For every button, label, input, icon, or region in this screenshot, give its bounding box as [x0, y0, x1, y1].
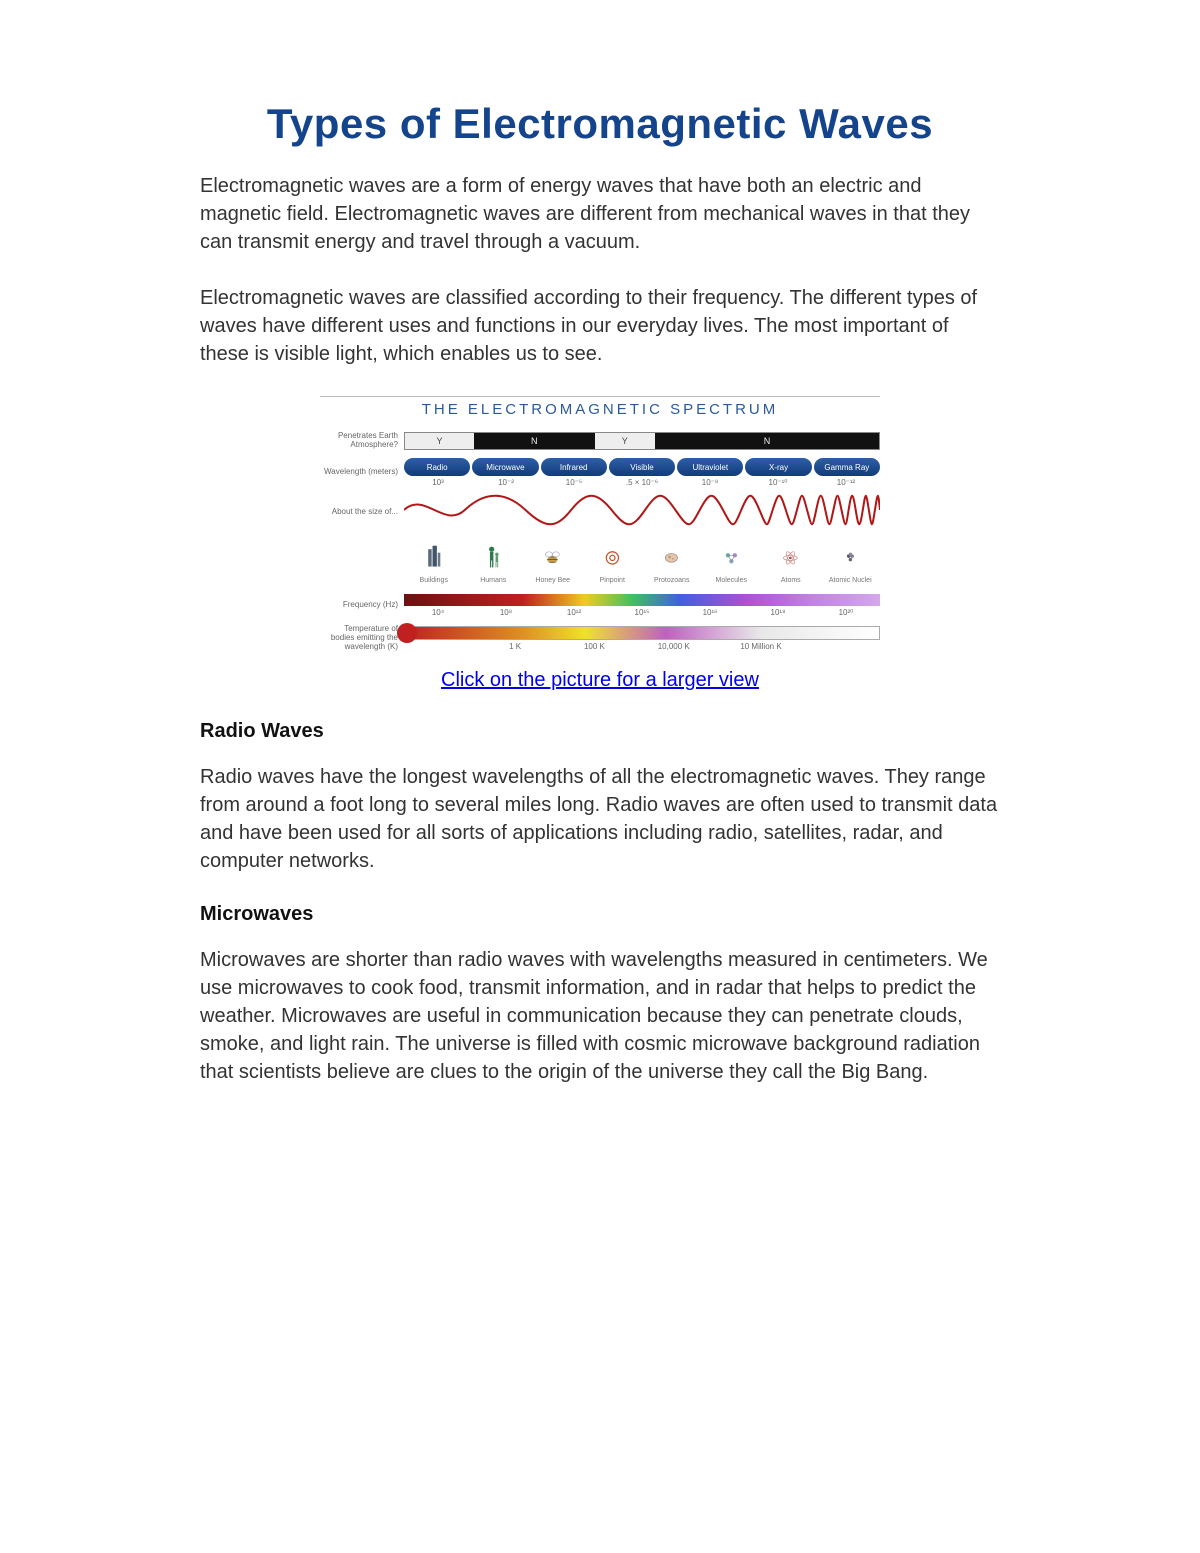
temperature-values: 1 K 100 K 10,000 K 10 Million K: [404, 642, 880, 651]
document-page: Types of Electromagnetic Waves Electroma…: [100, 0, 1100, 1194]
band-pill: X-ray: [745, 458, 811, 476]
spectrum-title: THE ELECTROMAGNETIC SPECTRUM: [320, 396, 880, 418]
wave-row: About the size of...: [320, 493, 880, 532]
penetrates-bar: Y N Y N: [404, 432, 880, 450]
wavelength-value: 10³: [404, 478, 472, 487]
frequency-value: 10¹²: [540, 608, 608, 617]
microwaves-text: Microwaves are shorter than radio waves …: [200, 946, 1000, 1086]
wave-icon: [404, 493, 880, 527]
band-pills: Radio Microwave Infrared Visible Ultravi…: [404, 458, 880, 476]
band-pill: Infrared: [541, 458, 607, 476]
frequency-value: 10⁴: [404, 608, 472, 617]
penetrates-seg: Y: [595, 433, 655, 449]
spectrum-diagram: THE ELECTROMAGNETIC SPECTRUM Penetrates …: [320, 396, 880, 651]
radio-heading: Radio Waves: [200, 720, 1000, 743]
page-title: Types of Electromagnetic Waves: [200, 100, 1000, 148]
frequency-value: 10¹⁶: [676, 608, 744, 617]
penetrates-seg: Y: [405, 433, 474, 449]
wavelength-value: 10⁻¹⁰: [744, 478, 812, 487]
wavelength-row: Wavelength (meters) Radio Microwave Infr…: [320, 458, 880, 487]
bee-icon: Honey Bee: [523, 544, 583, 584]
temperature-value: 10,000 K: [634, 642, 713, 651]
frequency-value: 10¹⁸: [744, 608, 812, 617]
penetrates-row: Penetrates Earth Atmosphere? Y N Y N: [320, 432, 880, 450]
about-size-label: About the size of...: [320, 508, 404, 517]
molecule-icon: Molecules: [702, 544, 762, 584]
frequency-value: 10⁸: [472, 608, 540, 617]
band-pill: Microwave: [472, 458, 538, 476]
enlarge-figure-link[interactable]: Click on the picture for a larger view: [441, 669, 759, 691]
band-pill: Gamma Ray: [814, 458, 880, 476]
wavelength-value: 10⁻⁵: [540, 478, 608, 487]
thermometer-bulb-icon: [397, 623, 417, 643]
temperature-bar: [404, 626, 880, 640]
size-icons-row: Buildings Humans Honey Bee Pinpoint: [320, 538, 880, 584]
temperature-value: 100 K: [555, 642, 634, 651]
intro-paragraph-1: Electromagnetic waves are a form of ener…: [200, 172, 1000, 256]
radio-text: Radio waves have the longest wavelengths…: [200, 763, 1000, 875]
penetrates-seg: N: [474, 433, 595, 449]
temperature-label: Temperature of bodies emitting the wavel…: [320, 625, 404, 651]
frequency-bar: [404, 594, 880, 606]
temperature-value: 10 Million K: [713, 642, 808, 651]
intro-paragraph-2: Electromagnetic waves are classified acc…: [200, 284, 1000, 368]
atom-icon: Atoms: [761, 544, 821, 584]
band-pill: Visible: [609, 458, 675, 476]
band-pill: Ultraviolet: [677, 458, 743, 476]
temperature-row: Temperature of bodies emitting the wavel…: [320, 625, 880, 651]
frequency-value: 10²⁰: [812, 608, 880, 617]
wavelength-value: .5 × 10⁻⁶: [608, 478, 676, 487]
microwaves-heading: Microwaves: [200, 903, 1000, 926]
protozoan-icon: Protozoans: [642, 544, 702, 584]
temperature-value: 1 K: [475, 642, 554, 651]
pinpoint-icon: Pinpoint: [583, 544, 643, 584]
wavelength-label: Wavelength (meters): [320, 468, 404, 477]
frequency-value: 10¹⁵: [608, 608, 676, 617]
size-icons: Buildings Humans Honey Bee Pinpoint: [404, 544, 880, 584]
spectrum-figure: THE ELECTROMAGNETIC SPECTRUM Penetrates …: [200, 396, 1000, 692]
wavelength-values: 10³ 10⁻² 10⁻⁵ .5 × 10⁻⁶ 10⁻⁸ 10⁻¹⁰ 10⁻¹²: [404, 478, 880, 487]
nucleus-icon: Atomic Nuclei: [821, 544, 881, 584]
wavelength-value: 10⁻²: [472, 478, 540, 487]
frequency-label: Frequency (Hz): [320, 601, 404, 610]
penetrates-label: Penetrates Earth Atmosphere?: [320, 432, 404, 450]
frequency-values: 10⁴ 10⁸ 10¹² 10¹⁵ 10¹⁶ 10¹⁸ 10²⁰: [404, 608, 880, 617]
humans-icon: Humans: [464, 544, 524, 584]
penetrates-seg: N: [655, 433, 879, 449]
band-pill: Radio: [404, 458, 470, 476]
buildings-icon: Buildings: [404, 544, 464, 584]
frequency-row: Frequency (Hz) 10⁴ 10⁸ 10¹² 10¹⁵ 10¹⁶ 10…: [320, 594, 880, 617]
wavelength-value: 10⁻¹²: [812, 478, 880, 487]
wavelength-value: 10⁻⁸: [676, 478, 744, 487]
